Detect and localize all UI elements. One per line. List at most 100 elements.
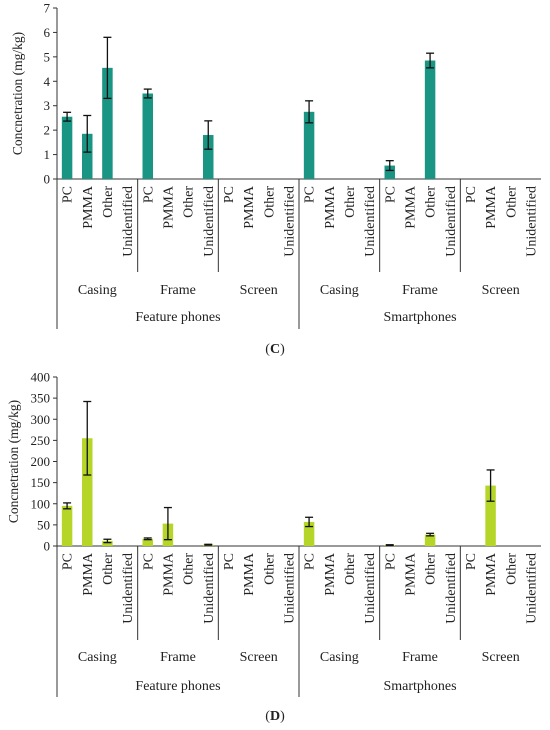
category-label: Other bbox=[424, 186, 439, 218]
category-label: PC bbox=[141, 553, 156, 570]
bar-feature-phones-casing-pmma bbox=[82, 438, 93, 546]
y-tick-label: 350 bbox=[31, 391, 51, 406]
category-label: Other bbox=[424, 553, 439, 585]
error-bar bbox=[305, 100, 314, 124]
group-label: Feature phones bbox=[135, 679, 220, 694]
group-label: Feature phones bbox=[135, 310, 220, 325]
y-tick-label: 200 bbox=[31, 454, 51, 469]
category-label: Unidentified bbox=[282, 553, 297, 624]
category-label: PC bbox=[464, 553, 479, 570]
error-bar bbox=[204, 120, 213, 150]
chart-panel-d: 0 50 100 150 200 250 300 350 400 Concnetration (m… bbox=[6, 370, 541, 724]
category-label: PC bbox=[141, 186, 156, 203]
y-tick-label: 0 bbox=[44, 172, 51, 187]
category-label: Unidentified bbox=[363, 553, 378, 624]
category-label: PMMA bbox=[323, 185, 338, 229]
category-label: Unidentified bbox=[121, 186, 136, 257]
bar-feature-phones-casing-pc bbox=[61, 116, 73, 179]
category-label: PMMA bbox=[484, 185, 499, 229]
category-label: PMMA bbox=[484, 552, 499, 596]
error-bar bbox=[204, 543, 213, 546]
category-label: Unidentified bbox=[121, 553, 136, 624]
component-label: Frame bbox=[160, 650, 196, 665]
category-label: PMMA bbox=[403, 552, 418, 596]
category-label: Other bbox=[262, 553, 277, 585]
category-label: Unidentified bbox=[363, 186, 378, 257]
error-bar bbox=[426, 52, 435, 69]
y-tick-label: 2 bbox=[44, 123, 51, 138]
component-label: Casing bbox=[78, 283, 117, 298]
component-label: Screen bbox=[240, 650, 278, 665]
category-label: PMMA bbox=[81, 552, 96, 596]
error-bar bbox=[143, 88, 152, 99]
y-tick-label: 3 bbox=[44, 98, 51, 113]
bar-smartphones-casing-pc bbox=[303, 521, 315, 546]
component-label: Frame bbox=[402, 283, 438, 298]
y-tick-label: 100 bbox=[31, 496, 51, 511]
error-bar bbox=[63, 502, 72, 510]
category-label: PMMA bbox=[242, 185, 257, 229]
category-label: PC bbox=[222, 186, 237, 203]
bar-feature-phones-casing-other bbox=[102, 67, 113, 179]
group-label: Smartphones bbox=[383, 679, 456, 694]
category-label: PMMA bbox=[81, 185, 96, 229]
category-label: Other bbox=[504, 553, 519, 585]
y-axis-title: Concnetration (mg/kg) bbox=[6, 400, 21, 523]
error-bar bbox=[103, 538, 112, 544]
bar-smartphones-frame-other bbox=[424, 534, 436, 546]
category-label: Other bbox=[182, 186, 197, 218]
category-label: PC bbox=[383, 186, 398, 203]
y-tick-label: 300 bbox=[31, 412, 51, 427]
category-label: PMMA bbox=[161, 185, 176, 229]
category-label: Unidentified bbox=[202, 186, 217, 257]
component-label: Frame bbox=[160, 283, 196, 298]
bar-feature-phones-frame-pc bbox=[142, 93, 153, 179]
y-tick-label: 400 bbox=[31, 370, 51, 385]
category-label: PMMA bbox=[403, 185, 418, 229]
category-label: Unidentified bbox=[524, 553, 539, 624]
error-bar bbox=[103, 36, 112, 100]
error-bar bbox=[163, 506, 172, 541]
category-label: PC bbox=[222, 553, 237, 570]
group-label: Smartphones bbox=[383, 310, 456, 325]
category-label: Other bbox=[101, 553, 116, 585]
category-label: Unidentified bbox=[202, 553, 217, 624]
component-label: Screen bbox=[240, 283, 278, 298]
category-label: PC bbox=[303, 553, 318, 570]
category-label: Other bbox=[343, 186, 358, 218]
error-bar bbox=[385, 544, 394, 547]
y-tick-label: 4 bbox=[44, 74, 51, 89]
category-label: PMMA bbox=[161, 552, 176, 596]
category-label: Unidentified bbox=[444, 553, 459, 624]
category-label: PC bbox=[383, 553, 398, 570]
category-label: PC bbox=[61, 186, 76, 203]
category-label: Other bbox=[262, 186, 277, 218]
y-axis-title: Concnetration (mg/kg) bbox=[10, 32, 25, 155]
y-tick-label: 0 bbox=[44, 539, 51, 554]
chart-panel-c: 0 1 2 3 4 5 6 7 Concnetration (mg/kg) PC PMMA Other… bbox=[10, 1, 541, 357]
category-label: Unidentified bbox=[524, 186, 539, 257]
component-label: Screen bbox=[482, 650, 520, 665]
y-tick-label: 6 bbox=[44, 25, 51, 40]
error-bar bbox=[426, 532, 435, 537]
category-label: PC bbox=[303, 186, 318, 203]
error-bar bbox=[83, 114, 92, 153]
bar-feature-phones-frame-unidentified bbox=[203, 135, 214, 179]
component-label: Casing bbox=[320, 650, 359, 665]
bar-smartphones-screen-pmma bbox=[485, 485, 496, 546]
bar-feature-phones-casing-pc bbox=[61, 505, 73, 546]
bar-smartphones-casing-pc bbox=[303, 111, 315, 179]
category-label: PMMA bbox=[242, 552, 257, 596]
error-bar bbox=[63, 111, 72, 122]
category-label: Other bbox=[182, 553, 197, 585]
category-label: Unidentified bbox=[444, 186, 459, 257]
component-label: Casing bbox=[320, 283, 359, 298]
panel-label: (C) bbox=[265, 342, 285, 357]
y-tick-label: 5 bbox=[44, 49, 51, 64]
bar-feature-phones-casing-pmma bbox=[82, 133, 93, 179]
bar-smartphones-frame-pc bbox=[384, 165, 395, 179]
category-label: PC bbox=[61, 553, 76, 570]
error-bar bbox=[305, 516, 314, 528]
panel-label: (D) bbox=[265, 709, 285, 724]
y-tick-label: 50 bbox=[37, 517, 50, 532]
